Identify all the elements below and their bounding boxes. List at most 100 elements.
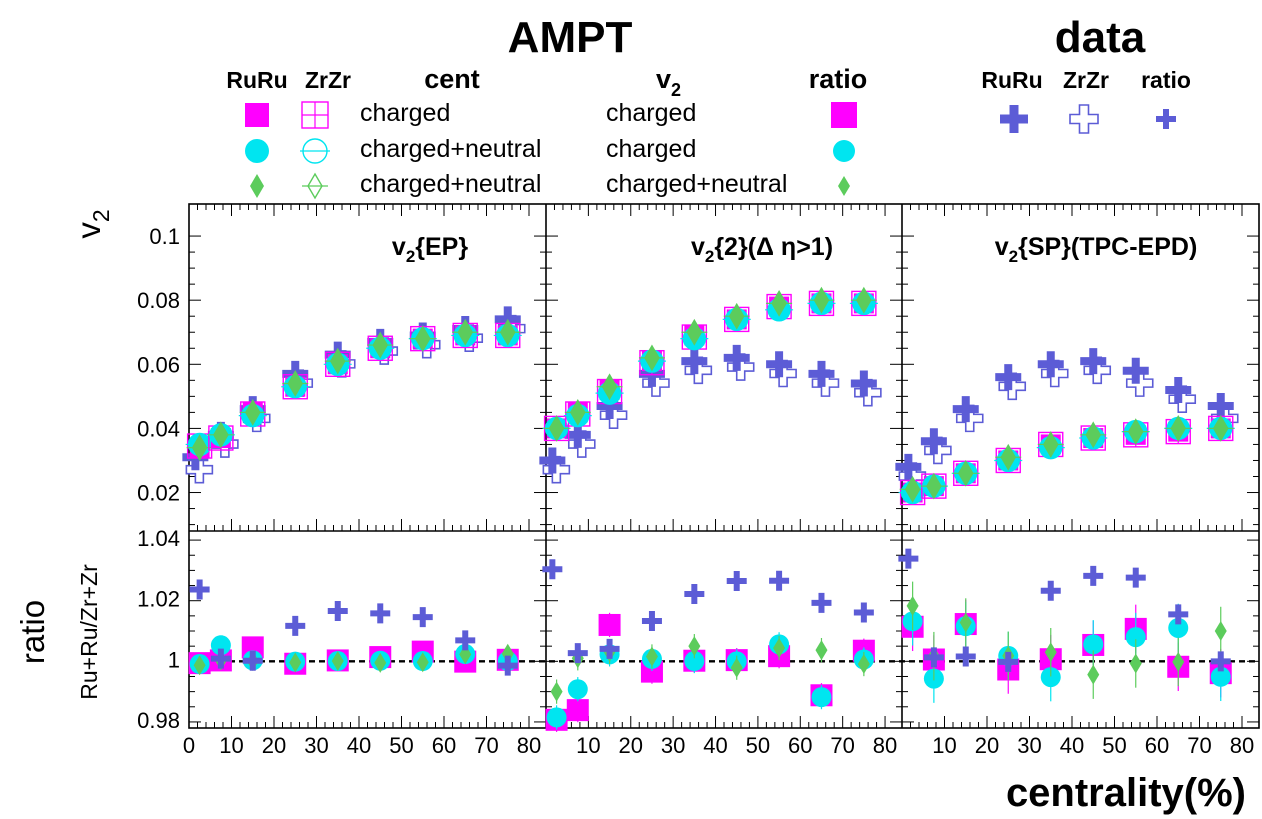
legend-header-v2: v2 <box>656 64 681 100</box>
ratio-cn-point-shape <box>684 651 705 672</box>
legend-cent-row-1: charged <box>360 99 450 127</box>
legend-v2-row-1: charged <box>606 99 696 127</box>
ratio-data-point <box>542 559 563 580</box>
data-header-ruru: RuRu <box>981 67 1042 93</box>
ratio-data-point <box>923 647 944 668</box>
v2-ampt-cn2-ruru-point-shape <box>729 304 744 329</box>
ratio-cn2-point-shape <box>1087 664 1100 685</box>
legend-ruru-circle-marker-shape <box>245 139 269 163</box>
ratio-cn-point <box>567 679 588 700</box>
v2-data-ruru-point <box>539 447 566 474</box>
v2-ampt-cn2-ruru-point-shape <box>330 349 345 374</box>
legend-ruru-diamond-marker <box>250 174 264 198</box>
legend-data-ratio-marker <box>1156 109 1176 129</box>
ratio-cn2-point-shape <box>331 651 344 672</box>
legend-zrzr-diamond-marker <box>302 172 328 200</box>
ratio-cn2-point-shape <box>193 655 206 676</box>
v2-ampt-cn2-ruru-point <box>644 345 659 370</box>
ratio-data-point <box>1168 604 1189 625</box>
ratio-cn-point-shape <box>1168 617 1189 638</box>
ratio-cn2-point-shape <box>773 637 786 658</box>
v2-ampt-cn2-ruru-point <box>1213 416 1228 441</box>
x-tick-label: 70 <box>474 733 498 758</box>
v2-ampt-cn2-ruru-point <box>500 320 515 345</box>
x-tick-label: 20 <box>619 733 643 758</box>
v2-ampt-cn2-ruru-point-shape <box>1171 416 1186 441</box>
v2-data-ruru-point <box>808 360 835 387</box>
plot-area: 0.02 0.04 0.06 0.08 0.1 0.98 1 1.02 1.04 0 10 20 30 4… <box>137 203 1260 758</box>
v2-data-ruru-point <box>681 348 708 375</box>
v2-data-ruru-point <box>1080 348 1107 375</box>
ratio-cn2-point <box>815 640 828 661</box>
ratio-cn2-point-shape <box>906 595 919 616</box>
x-tick-label: 30 <box>1017 733 1041 758</box>
ratio-cn-point-shape <box>546 707 567 728</box>
data-header-zrzr: ZrZr <box>1063 67 1109 93</box>
ratio-data-point <box>998 651 1019 672</box>
ratio-cn-point <box>1210 666 1231 687</box>
v2-ampt-cn2-ruru-point <box>687 320 702 345</box>
v2-ampt-cn2-ruru-point <box>1043 432 1058 457</box>
ratio-cn2-point <box>773 637 786 658</box>
ratio-cn2-point <box>857 654 870 675</box>
v2-ampt-cn2-ruru-point-shape <box>905 477 920 502</box>
v2-data-ruru-point <box>1207 392 1234 419</box>
panel-label-main: v <box>995 233 1009 261</box>
ratio-data-point <box>412 607 433 628</box>
legend-header-cent: cent <box>424 64 480 94</box>
ratio-data-point <box>242 650 263 671</box>
v2-ampt-cn2-ruru-point <box>926 474 941 499</box>
ratio-charged-point <box>598 613 621 636</box>
panel-label-main: v <box>691 233 705 261</box>
ratio-data-point <box>769 570 790 591</box>
data-header-ratio: ratio <box>1141 67 1191 93</box>
legend-ruru-square-marker <box>245 103 269 127</box>
panel-label-sub: 2 <box>705 247 714 266</box>
bottom-y-tick-label: 1.02 <box>137 587 180 612</box>
ratio-data-point <box>641 611 662 632</box>
v2-ampt-cn2-ruru-point-shape <box>1128 419 1143 444</box>
ratio-cn2-point-shape <box>1044 642 1057 663</box>
ratio-data-point <box>370 603 391 624</box>
ratio-cn2-point <box>1172 651 1185 672</box>
x-tick-label: 10 <box>932 733 956 758</box>
v2-ampt-cn2-ruru-point <box>288 371 303 396</box>
v2-ampt-cn2-ruru-point <box>814 288 829 313</box>
v2-ampt-cn2-ruru-point-shape <box>192 435 207 460</box>
legend-header-ruru: RuRu <box>226 67 287 93</box>
ratio-cn2-point-shape <box>374 652 387 673</box>
legend-v2-row-2: charged <box>606 135 696 163</box>
x-tick-label: 50 <box>1102 733 1126 758</box>
ratio-data-point <box>1040 580 1061 601</box>
ratio-cn-point <box>684 651 705 672</box>
ratio-cn2-point-shape <box>416 652 429 673</box>
ratio-data-point <box>726 571 747 592</box>
v2-ampt-cn2-ruru-point <box>245 400 260 425</box>
ratio-cn-point-shape <box>1125 627 1146 648</box>
panel-2-label: v2{2}(Δ η>1) <box>691 233 833 266</box>
legend-ruru-square-marker-shape <box>245 103 269 127</box>
ratio-cn2-point <box>550 681 563 702</box>
data-title: data <box>1055 13 1146 62</box>
ratio-data-point <box>898 548 919 569</box>
ratio-cn2-point <box>959 612 972 633</box>
ratio-data-point <box>285 615 306 636</box>
ratio-cn2-point-shape <box>688 636 701 657</box>
v2-ampt-cn2-ruru-point <box>905 477 920 502</box>
ratio-charged-point <box>566 699 589 722</box>
v2-ampt-cn2-ruru-point-shape <box>1086 422 1101 447</box>
v2-ampt-cn2-ruru-point-shape <box>772 291 787 316</box>
ratio-cn-point <box>1040 667 1061 688</box>
panel-3-label: v2{SP}(TPC-EPD) <box>995 233 1198 266</box>
ratio-cn-point <box>546 707 567 728</box>
v2-ampt-cn2-ruru-point-shape <box>213 422 228 447</box>
y-axis-title-ratio: ratio <box>14 600 51 664</box>
legend-zrzr-diamond-marker-shape <box>307 172 323 200</box>
v2-ampt-cn2-ruru-point-shape <box>1213 416 1228 441</box>
legend-header-ratio: ratio <box>809 64 868 94</box>
x-tick-label: 40 <box>1060 733 1084 758</box>
top-y-tick-label: 0.06 <box>137 352 180 377</box>
ratio-cn2-point <box>1129 653 1142 674</box>
legend-v2-row-3: charged+neutral <box>606 170 787 198</box>
